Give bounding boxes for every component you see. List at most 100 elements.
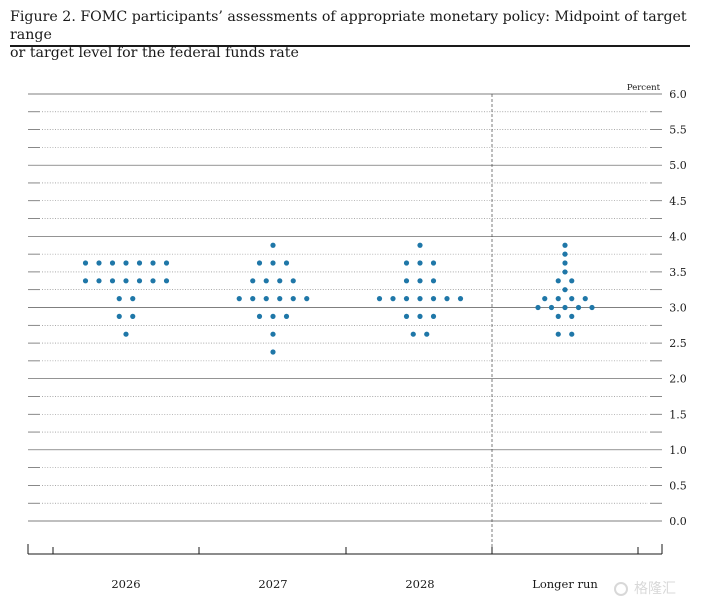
- y-tick-label: 5.5: [669, 124, 687, 137]
- dot-point: [555, 331, 561, 337]
- dot-point: [589, 304, 595, 311]
- dot-point: [403, 313, 410, 319]
- dot-point: [542, 296, 548, 302]
- y-tick-label: 6.0: [669, 88, 687, 101]
- x-category-label: 2028: [405, 577, 434, 591]
- y-tick-label: 2.0: [669, 373, 687, 386]
- dot-point: [562, 304, 568, 311]
- watermark-text: 格隆汇: [634, 581, 676, 597]
- dot-point: [270, 242, 276, 248]
- y-tick-label: 5.0: [669, 159, 687, 172]
- dot-point: [290, 278, 296, 284]
- dot-point: [562, 242, 568, 248]
- dot-point: [250, 278, 256, 284]
- dot-point: [116, 313, 122, 319]
- watermark-logo: 格隆汇: [614, 580, 700, 600]
- dot-point: [417, 313, 423, 319]
- dot-point: [555, 313, 561, 319]
- dot-point: [123, 260, 129, 266]
- dot-point: [569, 313, 575, 319]
- y-tick-label: 1.0: [669, 444, 687, 457]
- dot-point: [116, 296, 122, 302]
- dot-point: [82, 260, 89, 266]
- dot-point: [417, 260, 423, 266]
- dots: [82, 242, 595, 355]
- dot-point: [123, 331, 129, 337]
- dot-point: [582, 296, 588, 302]
- dot-point: [270, 349, 276, 355]
- dot-point: [403, 278, 410, 284]
- title-rule: [10, 45, 690, 47]
- dot-point: [136, 278, 143, 284]
- y-tick-label: 1.5: [669, 408, 687, 421]
- dot-point: [562, 251, 568, 257]
- dot-point: [403, 296, 410, 302]
- dot-point: [256, 313, 263, 319]
- dot-point: [270, 313, 276, 319]
- dot-point: [150, 278, 156, 284]
- figure-title-line-1: Figure 2. FOMC participants’ assessments…: [10, 9, 687, 43]
- dot-point: [304, 296, 310, 302]
- dot-point: [562, 269, 568, 275]
- dot-point: [430, 313, 437, 319]
- x-category-label: 2026: [111, 577, 140, 591]
- dot-point: [123, 278, 129, 284]
- dot-point: [430, 296, 437, 302]
- y-tick-label: 0.0: [669, 515, 687, 528]
- dot-point: [562, 260, 568, 266]
- dot-point: [457, 296, 464, 302]
- dot-point: [130, 296, 136, 302]
- y-axis-ticks: 0.0 0.5 1.0 1.5 2.0 2.5 3.0 3.5 4.0 4.5 5.0 5.5 6.0: [669, 88, 687, 528]
- dot-point: [548, 304, 555, 311]
- dot-point: [424, 331, 430, 337]
- dot-point: [236, 296, 242, 302]
- y-tick-label: 3.5: [669, 266, 687, 279]
- dot-point: [109, 260, 116, 266]
- dot-point: [256, 260, 263, 266]
- dot-point: [136, 260, 143, 266]
- dot-point: [277, 296, 283, 302]
- grid-lines: [28, 93, 662, 522]
- watermark-icon: [614, 582, 628, 596]
- dot-point: [417, 242, 423, 248]
- y-axis-label: Percent: [627, 83, 661, 93]
- dot-point: [430, 278, 437, 284]
- figure-title: Figure 2. FOMC participants’ assessments…: [10, 8, 690, 62]
- y-tick-label: 3.0: [669, 302, 687, 315]
- dot-point: [96, 260, 102, 266]
- x-axis: 2026 2027 2028 Longer run: [27, 94, 663, 591]
- dot-point: [417, 278, 423, 284]
- dot-point: [290, 296, 296, 302]
- dot-point: [417, 296, 423, 302]
- dot-point: [263, 296, 269, 302]
- dot-point: [270, 260, 276, 266]
- dot-point: [150, 260, 156, 266]
- dot-point: [130, 313, 136, 319]
- dot-point: [569, 296, 575, 302]
- y-tick-label: 0.5: [669, 479, 687, 492]
- dot-point: [410, 331, 416, 337]
- dot-point: [277, 278, 283, 284]
- dot-point: [403, 260, 410, 266]
- x-category-label: Longer run: [532, 577, 598, 591]
- dot-point: [263, 278, 269, 284]
- dot-point: [430, 260, 437, 266]
- dot-point: [562, 287, 568, 293]
- y-tick-label: 4.0: [669, 230, 687, 243]
- dot-point: [555, 296, 561, 302]
- dot-point: [569, 278, 575, 284]
- dot-point: [376, 296, 383, 302]
- dot-point: [250, 296, 256, 302]
- dot-point: [163, 260, 170, 266]
- dot-point: [163, 278, 170, 284]
- x-category-label: 2027: [258, 577, 287, 591]
- dot-point: [96, 278, 102, 284]
- dot-point: [555, 278, 561, 284]
- y-tick-label: 2.5: [669, 337, 687, 350]
- dot-point: [390, 296, 396, 302]
- dot-point: [444, 296, 450, 302]
- dot-point: [283, 313, 290, 319]
- dot-point: [283, 260, 290, 266]
- y-tick-label: 4.5: [669, 195, 687, 208]
